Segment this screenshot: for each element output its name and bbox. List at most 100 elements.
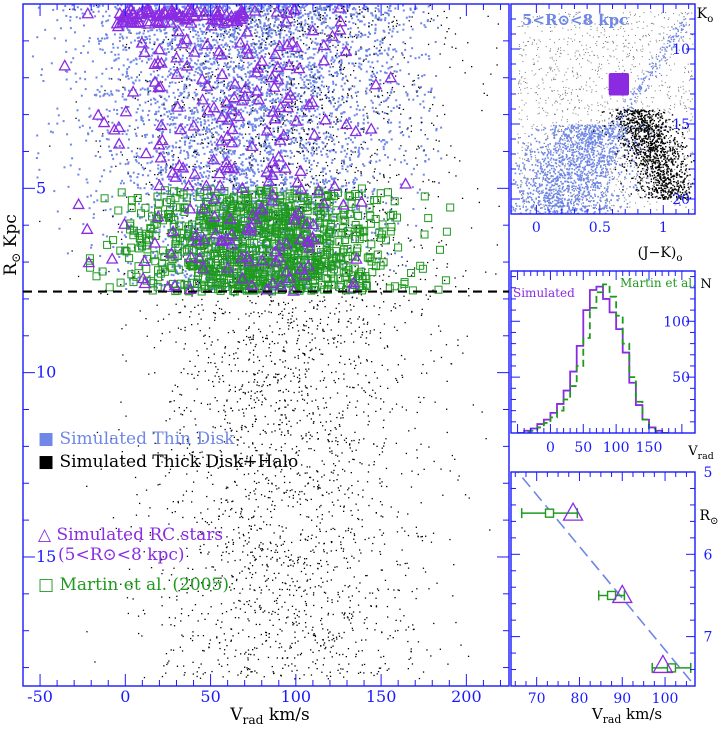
thin-disk-point bbox=[387, 253, 390, 256]
thin-disk-point bbox=[232, 151, 235, 154]
thin-disk-point bbox=[119, 182, 122, 185]
thin-disk-point bbox=[330, 136, 333, 139]
thin-disk-point bbox=[293, 55, 296, 58]
thin-disk-point bbox=[284, 124, 287, 127]
thin-disk-point bbox=[223, 27, 226, 30]
thin-disk-point bbox=[309, 26, 312, 29]
thin-disk-point bbox=[151, 134, 154, 137]
thin-disk-point bbox=[255, 118, 258, 121]
thin-disk-point bbox=[368, 31, 370, 34]
thin-disk-point bbox=[363, 164, 366, 167]
thin-disk-point bbox=[353, 257, 356, 260]
thin-disk-point bbox=[279, 120, 282, 123]
thin-disk-point bbox=[210, 12, 213, 15]
thin-disk-point bbox=[183, 198, 186, 201]
thin-disk-point bbox=[318, 191, 320, 194]
thin-disk-point bbox=[99, 95, 102, 98]
thin-disk-point bbox=[230, 57, 233, 60]
thin-disk-point bbox=[120, 151, 122, 154]
thin-disk-point bbox=[227, 85, 229, 88]
thin-disk-point bbox=[285, 132, 288, 134]
thin-disk-point bbox=[281, 132, 284, 135]
thin-disk-point bbox=[109, 170, 112, 173]
thin-disk-point bbox=[323, 167, 326, 170]
thin-disk-point bbox=[217, 73, 220, 76]
thin-disk-point bbox=[143, 123, 145, 126]
thin-disk-point bbox=[321, 272, 324, 275]
thin-disk-point bbox=[268, 142, 271, 145]
thin-disk-point bbox=[118, 145, 121, 147]
thin-disk-point bbox=[233, 71, 236, 73]
thin-disk-point bbox=[315, 143, 318, 146]
thin-disk-point bbox=[296, 111, 299, 114]
thin-disk-point bbox=[89, 126, 91, 129]
thin-disk-point bbox=[143, 134, 146, 136]
thin-disk-point bbox=[199, 121, 202, 124]
thin-disk-point bbox=[228, 36, 231, 39]
thin-disk-point bbox=[224, 31, 227, 34]
thin-disk-point bbox=[399, 131, 402, 134]
thin-disk-point bbox=[345, 16, 348, 18]
thin-disk-point bbox=[216, 98, 219, 100]
thin-disk-point bbox=[304, 33, 307, 36]
thin-disk-point bbox=[324, 178, 327, 181]
thin-disk-point bbox=[228, 7, 231, 10]
thin-disk-point bbox=[261, 38, 264, 41]
thin-disk-point bbox=[322, 132, 325, 135]
thin-disk-point bbox=[362, 147, 365, 150]
thin-disk-point bbox=[308, 32, 311, 35]
thin-disk-point bbox=[240, 124, 243, 126]
thin-disk-point bbox=[105, 235, 108, 238]
thin-disk-point bbox=[289, 111, 292, 114]
thin-disk-point bbox=[318, 71, 321, 73]
thin-disk-point bbox=[263, 106, 266, 109]
thin-disk-point bbox=[279, 115, 282, 118]
thin-disk-point bbox=[164, 27, 167, 29]
thin-disk-point bbox=[195, 63, 198, 66]
thin-disk-point bbox=[278, 108, 281, 111]
thin-disk-point bbox=[206, 72, 209, 75]
thin-disk-point bbox=[287, 15, 290, 18]
thin-disk-point bbox=[199, 63, 202, 66]
thin-disk-point bbox=[343, 149, 346, 152]
thin-disk-point bbox=[314, 73, 317, 76]
thin-disk-point bbox=[125, 75, 128, 78]
thin-disk-point bbox=[210, 76, 213, 79]
thin-disk-point bbox=[342, 12, 345, 15]
thin-disk-point bbox=[214, 47, 217, 50]
thin-disk-point bbox=[279, 84, 281, 87]
thin-disk-point bbox=[171, 266, 174, 269]
thin-disk-point bbox=[233, 136, 236, 139]
thin-disk-point bbox=[36, 134, 39, 137]
thin-disk-point bbox=[242, 136, 245, 139]
thin-disk-point bbox=[304, 99, 307, 101]
thin-disk-point bbox=[210, 143, 213, 146]
thin-disk-point bbox=[266, 10, 269, 12]
thin-disk-point bbox=[329, 50, 332, 53]
thin-disk-point bbox=[307, 228, 310, 231]
thin-disk-point bbox=[210, 135, 213, 138]
thin-disk-point bbox=[169, 43, 172, 46]
thin-disk-point bbox=[293, 24, 296, 27]
thin-disk-point bbox=[232, 76, 235, 79]
thin-disk-point bbox=[218, 151, 221, 153]
thin-disk-point bbox=[161, 103, 164, 106]
thin-disk-point bbox=[305, 4, 308, 7]
thin-disk-point bbox=[376, 111, 379, 114]
thin-disk-point bbox=[202, 4, 205, 7]
thin-disk-point bbox=[150, 206, 153, 209]
thin-disk-point bbox=[268, 62, 271, 65]
thin-disk-point bbox=[151, 54, 154, 57]
thin-disk-point bbox=[107, 19, 110, 22]
thin-disk-point bbox=[189, 139, 192, 142]
thin-disk-point bbox=[256, 54, 259, 57]
thin-disk-point bbox=[320, 23, 323, 26]
thin-disk-point bbox=[267, 151, 270, 153]
thin-disk-point bbox=[330, 175, 333, 178]
thin-disk-point bbox=[153, 203, 156, 206]
thin-disk-point bbox=[135, 134, 138, 137]
thin-disk-point bbox=[243, 242, 246, 245]
thin-disk-point bbox=[287, 6, 290, 8]
thin-disk-point bbox=[228, 178, 231, 181]
thin-disk-point bbox=[312, 202, 315, 205]
